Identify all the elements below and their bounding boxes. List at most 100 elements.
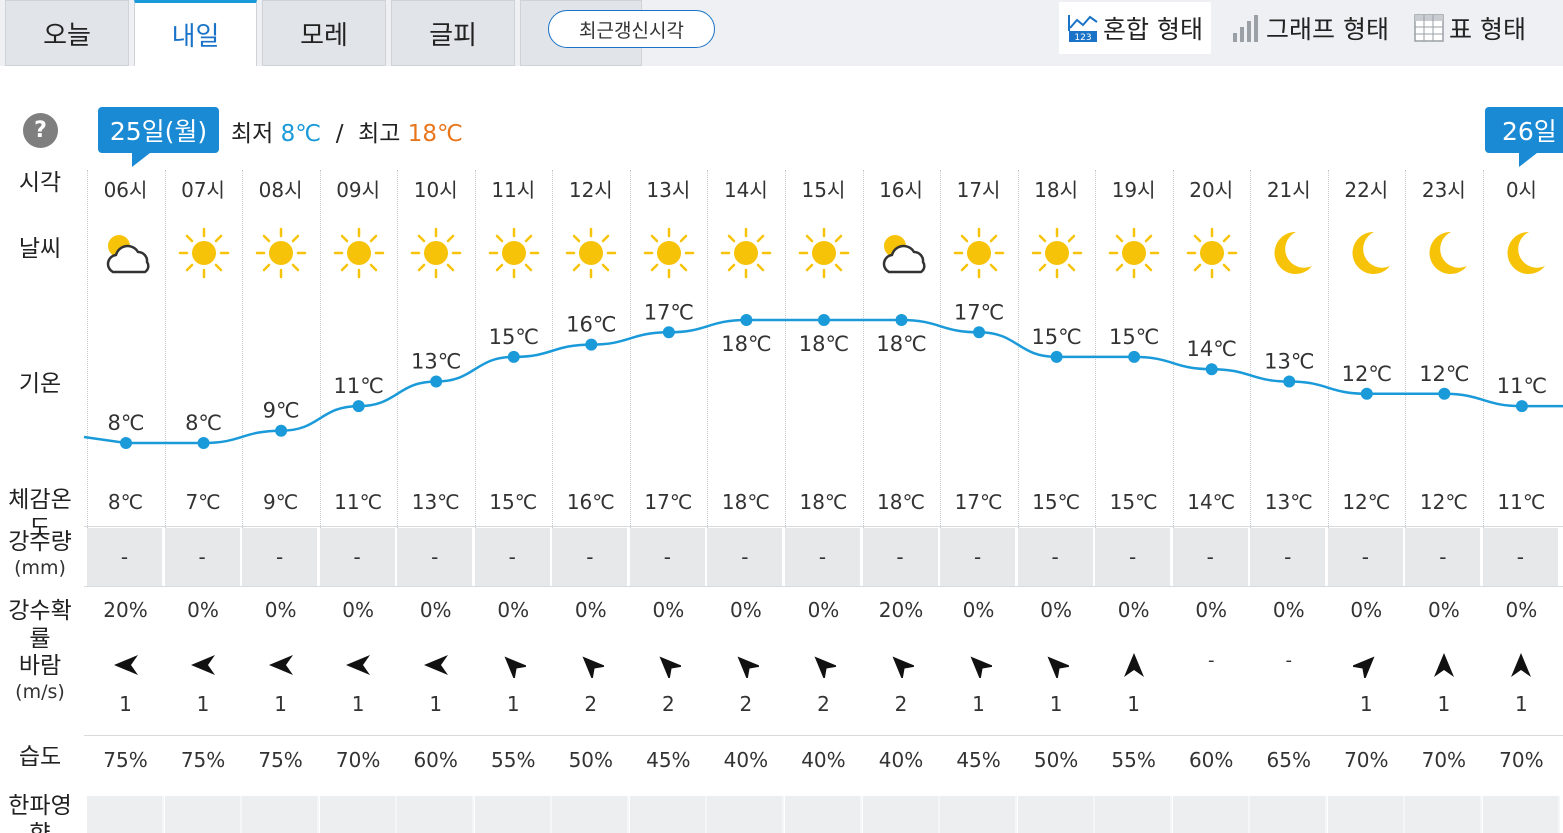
rain-probability: 0% (730, 598, 762, 622)
view-table-button[interactable]: 표 형태 (1413, 2, 1526, 54)
column-divider (940, 170, 942, 530)
rain-amount: - (707, 528, 785, 586)
hour-time: 16시 (879, 178, 923, 202)
temperature-point (1438, 387, 1451, 400)
help-icon[interactable]: ? (23, 113, 58, 148)
hour-column: 22시 12℃ - 0% 1 70% (1327, 160, 1405, 833)
wind-speed: 1 (972, 692, 985, 716)
refresh-time-button[interactable]: 최근갱신시각 (548, 10, 715, 48)
humidity: 50% (568, 748, 614, 772)
wind-direction-arrow-icon: - (1207, 650, 1215, 671)
feel-temp: 13℃ (411, 490, 460, 514)
temperature-point (1205, 363, 1218, 376)
partly-cloudy-icon (99, 226, 153, 280)
cold-impact (1327, 796, 1405, 833)
tab-tomorrow[interactable]: 내일 (134, 0, 257, 66)
column-divider (242, 170, 244, 530)
feel-temp: 15℃ (1032, 490, 1081, 514)
cold-impact (707, 796, 785, 833)
view-graph-button[interactable]: 그래프 형태 (1230, 2, 1389, 54)
rain-amount: - (784, 528, 862, 586)
humidity: 75% (258, 748, 303, 772)
temperature-label: 9℃ (263, 399, 300, 423)
temperature-label: 11℃ (1497, 374, 1547, 398)
wind-speed: 1 (1127, 692, 1140, 716)
top-bar: 오늘 내일 모레 글피 최근갱신시각 123 혼합 형태 그래프 형태 (0, 0, 1563, 66)
tab-day-after-tomorrow[interactable]: 모레 (262, 0, 386, 66)
max-temp-label: 최고 (358, 121, 401, 147)
partly-cloudy-icon (875, 226, 929, 280)
hour-time: 23시 (1421, 178, 1466, 202)
wind-direction-arrow-icon (1328, 650, 1405, 680)
wind-direction-arrow-icon: - (1285, 650, 1293, 671)
tab-in-three-days[interactable]: 글피 (391, 0, 515, 66)
wind-speed: 1 (506, 692, 520, 716)
column-divider (1482, 170, 1484, 530)
hour-column: 19시 15℃ - 0% 1 55% (1095, 160, 1173, 833)
sun-icon (177, 226, 231, 280)
temperature-point (275, 424, 288, 437)
hour-column: 21시 13℃ - 0% - 65% (1250, 160, 1328, 833)
hour-column: 08시 9℃ - 0% 1 75% (242, 160, 320, 833)
sun-icon (564, 226, 618, 280)
humidity: 70% (1421, 748, 1467, 772)
temperature-label: 16℃ (566, 313, 616, 337)
view-mixed-button[interactable]: 123 혼합 형태 (1059, 2, 1211, 54)
rain-probability: 20% (103, 598, 148, 622)
humidity: 75% (180, 748, 226, 772)
humidity: 55% (491, 748, 536, 772)
wind-direction-arrow-icon (940, 650, 1017, 680)
feel-temp: 12℃ (1342, 490, 1391, 514)
humidity: 65% (1266, 748, 1311, 772)
cold-impact (397, 796, 475, 833)
temperature-point (1050, 350, 1063, 363)
rain-probability: 0% (1427, 598, 1460, 622)
bar-graph-icon (1233, 15, 1258, 42)
sun-icon (332, 226, 386, 280)
rain-probability: 0% (962, 598, 995, 622)
hour-column: 23시 12℃ - 0% 1 70% (1405, 160, 1483, 833)
wind-direction-arrow-icon (87, 650, 164, 680)
rain-amount: - (552, 528, 630, 586)
rain-probability: 0% (419, 598, 452, 622)
cold-impact (164, 796, 242, 833)
feel-temp: 11℃ (334, 490, 383, 514)
temperature-point (1128, 350, 1141, 363)
row-label-feel: 체감온도 (8, 487, 72, 541)
row-label-rain: 강수량 (mm) (0, 529, 80, 579)
min-max-separator: / (328, 121, 351, 147)
feel-temp: 7℃ (185, 490, 221, 514)
rain-probability: 0% (1350, 598, 1383, 622)
rain-amount: - (397, 528, 475, 586)
wind-direction-arrow-icon (475, 650, 552, 680)
humidity: 40% (878, 748, 924, 772)
tab-today[interactable]: 오늘 (5, 0, 129, 66)
temperature-point (895, 314, 908, 326)
temperature-point (585, 338, 598, 351)
rain-amount: - (87, 528, 164, 586)
feel-temp: 18℃ (799, 490, 848, 514)
column-divider (474, 170, 476, 530)
min-temp-value: 8℃ (280, 121, 322, 147)
temperature-label: 8℃ (185, 411, 222, 435)
table-grid-icon (1414, 14, 1444, 42)
wind-label: 바람 (18, 653, 62, 679)
rain-amount: - (1172, 528, 1250, 586)
temperature-point (430, 375, 443, 388)
humidity: 75% (103, 748, 148, 772)
humidity: 70% (1499, 748, 1544, 772)
hour-time: 21시 (1266, 178, 1311, 202)
hour-time: 20시 (1189, 178, 1234, 202)
column-divider (87, 170, 88, 530)
sun-icon (1185, 226, 1239, 280)
rain-probability: 0% (1505, 598, 1538, 622)
temperature-label: 14℃ (1187, 337, 1237, 361)
rain-probability: 0% (1117, 598, 1150, 622)
temperature-label: 18℃ (799, 332, 849, 356)
hour-time: 14시 (723, 178, 768, 202)
hour-column: 0시 11℃ - 0% 1 70% (1482, 160, 1560, 833)
hour-time: 11시 (491, 178, 536, 202)
rain-amount: - (164, 528, 242, 586)
rain-probability: 0% (1195, 598, 1228, 622)
rain-amount: - (1095, 528, 1173, 586)
